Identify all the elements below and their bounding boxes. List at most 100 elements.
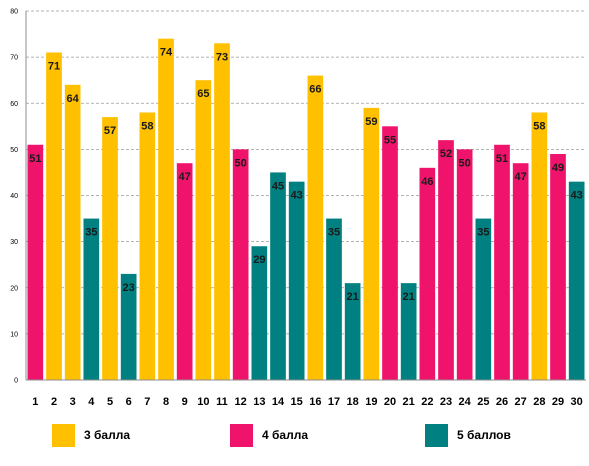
x-axis: 1 2 3 4 5 6 7 8 9 10 11 12 13 14 15 16 17 18 19 20 21 22 23 24 2… (26, 379, 586, 408)
data-label: 65 (197, 88, 209, 100)
bar (382, 126, 398, 380)
data-label: 64 (67, 93, 80, 105)
legend-label-4: 4 балла (262, 428, 309, 442)
legend-item-4: 4 балла (230, 422, 308, 448)
data-label: 35 (85, 227, 97, 239)
bar (83, 218, 100, 380)
x-tick-label: 26 (496, 396, 508, 408)
data-label: 51 (496, 153, 508, 165)
data-label: 21 (403, 291, 415, 303)
bar (27, 144, 44, 380)
x-tick-label: 25 (477, 396, 489, 408)
x-tick-label: 4 (88, 396, 95, 408)
bar (64, 84, 81, 381)
x-tick-label: 3 (70, 396, 76, 408)
data-label: 35 (477, 227, 489, 239)
data-label: 29 (253, 254, 265, 266)
bar (102, 117, 118, 381)
data-label: 46 (421, 176, 433, 188)
y-tick-label: 50 (10, 147, 18, 154)
data-label: 71 (48, 61, 60, 73)
y-tick-label: 20 (10, 285, 18, 292)
bar (232, 149, 249, 380)
bar (494, 144, 510, 380)
data-label: 58 (533, 120, 545, 132)
bar (326, 218, 342, 380)
data-label: 21 (347, 291, 359, 303)
data-label: 47 (179, 171, 191, 183)
data-label: 66 (309, 84, 321, 96)
data-label: 35 (328, 227, 340, 239)
legend-swatch-5 (425, 423, 448, 447)
x-tick-label: 20 (384, 396, 396, 408)
x-tick-label: 10 (197, 396, 209, 408)
data-label: 43 (291, 190, 303, 202)
y-tick-label: 0 (14, 378, 18, 385)
bar (139, 112, 156, 380)
data-label: 74 (160, 47, 173, 59)
x-tick-label: 7 (144, 396, 150, 408)
bar (512, 163, 529, 380)
bar (176, 163, 193, 380)
legend-swatch-4 (230, 423, 253, 447)
x-tick-label: 29 (552, 396, 564, 408)
x-tick-label: 8 (163, 396, 169, 408)
bar (550, 153, 566, 380)
y-tick-label: 30 (10, 239, 18, 246)
x-tick-label: 16 (309, 396, 321, 408)
bar (531, 112, 548, 380)
legend-item-5: 5 баллов (425, 422, 511, 448)
bar (270, 172, 286, 380)
bar (344, 283, 361, 380)
x-tick-label: 2 (51, 396, 57, 408)
bar (568, 181, 585, 380)
data-labels: 51 71 64 35 57 23 58 74 47 65 73 50 29 45 43 66 35 21 59 55… (29, 47, 583, 303)
x-tick-label: 22 (421, 396, 433, 408)
bar (46, 52, 62, 380)
bar (456, 149, 473, 380)
bar (307, 75, 324, 380)
data-label: 23 (123, 282, 135, 294)
x-tick-label: 30 (571, 396, 583, 408)
x-tick-label: 18 (347, 396, 359, 408)
data-label: 50 (459, 157, 471, 169)
data-label: 58 (141, 120, 153, 132)
data-label: 73 (216, 51, 228, 63)
x-tick-label: 19 (365, 396, 377, 408)
bar (120, 273, 137, 380)
y-tick-label: 10 (10, 331, 18, 338)
x-tick-label: 9 (182, 396, 188, 408)
legend-label-5: 5 баллов (457, 428, 511, 442)
bar (419, 167, 436, 380)
x-tick-label: 5 (107, 396, 113, 408)
bar (363, 107, 380, 381)
x-tick-label: 15 (291, 396, 303, 408)
data-label: 43 (571, 190, 583, 202)
legend-label-3: 3 балла (84, 428, 131, 442)
x-tick-label: 1 (32, 396, 38, 408)
bars (27, 38, 585, 381)
data-label: 45 (272, 180, 284, 192)
x-tick-label: 27 (515, 396, 527, 408)
data-label: 52 (440, 148, 452, 160)
x-tick-label: 24 (459, 396, 472, 408)
x-tick-label: 28 (533, 396, 545, 408)
bar (251, 246, 268, 380)
data-label: 55 (384, 134, 396, 146)
bar (288, 181, 305, 380)
legend-swatch-3 (52, 423, 75, 447)
y-tick-label: 70 (10, 55, 18, 62)
y-tick-label: 40 (10, 193, 18, 200)
bar (475, 218, 492, 380)
bar (158, 38, 174, 381)
x-tick-label: 14 (272, 396, 285, 408)
y-axis: 0 10 20 30 40 50 60 70 80 (10, 9, 27, 385)
data-label: 59 (365, 116, 377, 128)
bar (438, 140, 454, 380)
data-label: 49 (552, 162, 564, 174)
data-label: 50 (235, 157, 247, 169)
x-tick-label: 23 (440, 396, 452, 408)
bar (400, 283, 417, 380)
legend-item-3: 3 балла (52, 422, 130, 448)
